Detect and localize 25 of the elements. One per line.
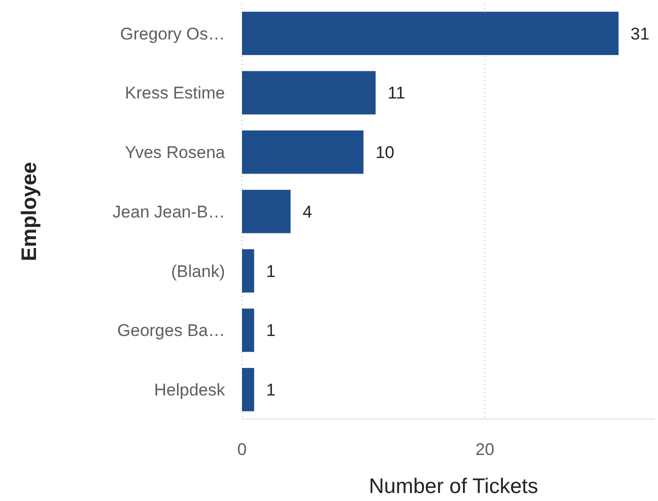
y-tick-label: Georges Ba… xyxy=(117,321,225,340)
bar xyxy=(242,71,376,114)
data-label: 4 xyxy=(302,202,312,222)
y-tick-label: Yves Rosena xyxy=(124,143,226,162)
y-tick-label: Jean Jean-B… xyxy=(112,202,225,222)
x-tick-label: 0 xyxy=(237,440,247,459)
data-label: 1 xyxy=(266,380,276,400)
bar xyxy=(242,130,364,174)
bar xyxy=(242,249,254,293)
data-label: 31 xyxy=(630,24,650,44)
data-label: 1 xyxy=(266,262,276,281)
y-axis-title: Employee xyxy=(18,162,41,262)
data-label: 1 xyxy=(266,321,276,340)
bar xyxy=(242,368,254,412)
y-tick-label: (Blank) xyxy=(171,262,225,281)
y-tick-label: Kress Estime xyxy=(124,84,225,103)
bar xyxy=(242,190,291,234)
bar xyxy=(242,308,254,352)
bar xyxy=(242,12,619,56)
x-tick-label: 20 xyxy=(475,440,494,459)
y-tick-label: Helpdesk xyxy=(154,380,226,400)
x-axis-title: Number of Tickets xyxy=(368,475,538,498)
y-tick-label: Gregory Os… xyxy=(120,24,225,44)
data-label: 11 xyxy=(388,84,406,103)
data-label: 10 xyxy=(375,143,394,162)
